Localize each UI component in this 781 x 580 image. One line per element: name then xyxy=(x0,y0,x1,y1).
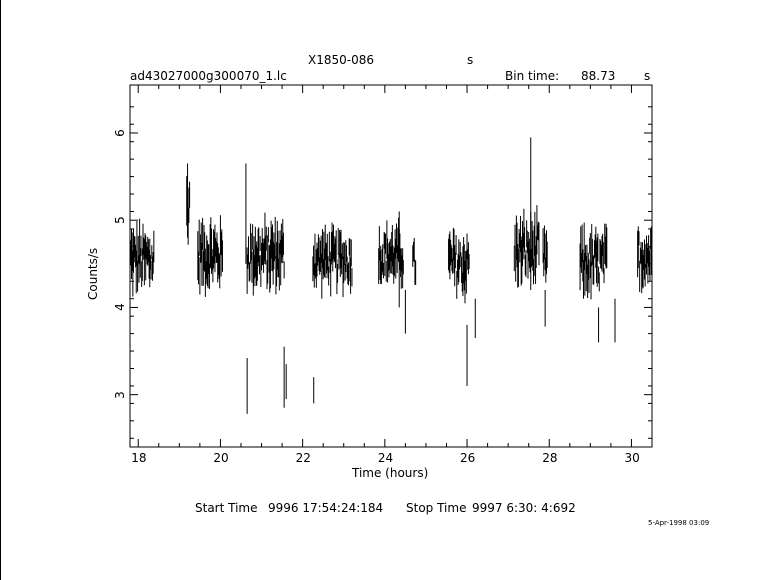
start-time-label: Start Time xyxy=(195,501,258,515)
title-unit: s xyxy=(467,53,474,67)
x-axis-label: Time (hours) xyxy=(352,466,429,480)
bin-time-value: 88.73 xyxy=(581,69,616,83)
x-tick-label: 28 xyxy=(542,451,558,465)
y-tick-label: 6 xyxy=(112,129,127,137)
y-axis-label: Counts/s xyxy=(86,247,100,300)
x-tick-label: 30 xyxy=(624,451,640,465)
y-tick-label: 5 xyxy=(112,216,127,225)
x-tick-label: 18 xyxy=(131,451,147,465)
chart-title: X1850-086 xyxy=(308,53,374,67)
x-tick-label: 20 xyxy=(213,451,229,465)
stop-time-value: 9997 6:30: 4:692 xyxy=(472,501,576,515)
y-tick-label: 4 xyxy=(112,303,127,312)
plot-frame xyxy=(129,84,653,448)
x-tick-label: 24 xyxy=(377,451,394,465)
stop-time-label: Stop Time xyxy=(406,501,467,515)
file-name: ad43027000g300070_1.lc xyxy=(130,69,287,83)
y-tick-label: 3 xyxy=(112,390,127,399)
window-edge xyxy=(0,0,1,580)
start-time-value: 9996 17:54:24:184 xyxy=(268,501,384,515)
plot-date: 5-Apr-1998 03:09 xyxy=(648,519,710,527)
x-tick-label: 26 xyxy=(460,451,476,465)
bin-time-unit: s xyxy=(644,69,651,83)
bin-time-label: Bin time: xyxy=(505,69,560,83)
x-tick-label: 22 xyxy=(295,451,311,465)
